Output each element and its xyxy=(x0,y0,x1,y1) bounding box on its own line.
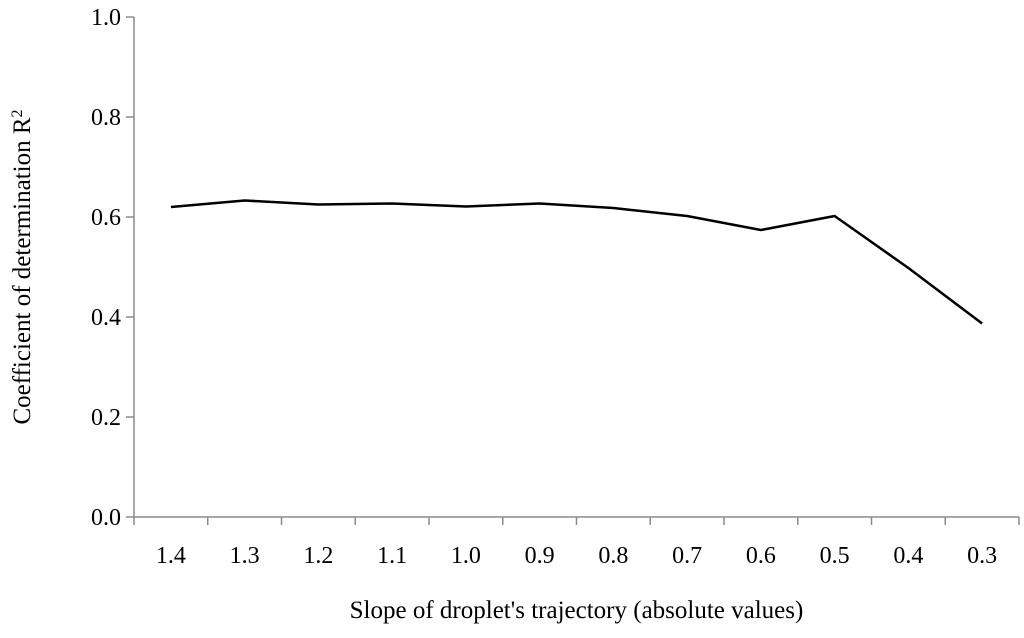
x-tick-label: 0.6 xyxy=(746,543,776,569)
x-tick-label: 1.2 xyxy=(303,543,333,569)
series-layer xyxy=(170,199,983,325)
y-ticks: 0.0 0.2 0.4 0.6 0.8 1.0 xyxy=(91,5,134,531)
y-axis-title-main: Coefficient of determination R xyxy=(9,117,36,424)
x-tick-label: 0.8 xyxy=(598,543,628,569)
y-tick-label: 0.6 xyxy=(91,205,121,231)
y-tick-label: 0.4 xyxy=(91,305,121,331)
x-ticks: 1.4 1.3 1.2 1.1 1.0 0.9 0.8 0.7 0.6 0.5 0.4 0.3 xyxy=(133,517,1020,569)
x-tick-label: 1.1 xyxy=(377,543,407,569)
x-tick-label: 0.7 xyxy=(672,543,702,569)
x-axis-title: Slope of droplet's trajectory (absolute … xyxy=(350,597,804,624)
y-axis-title: Coefficient of determination R2 xyxy=(9,109,37,424)
y-tick-label: 1.0 xyxy=(91,5,121,31)
axes xyxy=(133,17,1019,518)
x-tick-label: 0.5 xyxy=(820,543,850,569)
x-tick-label: 0.9 xyxy=(525,543,555,569)
x-tick-label: 0.3 xyxy=(967,543,997,569)
y-axis-title-superscript: 2 xyxy=(9,109,26,117)
x-tick-label: 1.0 xyxy=(451,543,481,569)
x-tick-label: 0.4 xyxy=(893,543,923,569)
y-tick-label: 0.8 xyxy=(91,105,121,131)
y-tick-label: 0.0 xyxy=(91,505,121,531)
y-tick-label: 0.2 xyxy=(91,405,121,431)
x-tick-label: 1.4 xyxy=(156,543,186,569)
x-tick-label: 1.3 xyxy=(230,543,260,569)
series-line xyxy=(170,199,983,325)
